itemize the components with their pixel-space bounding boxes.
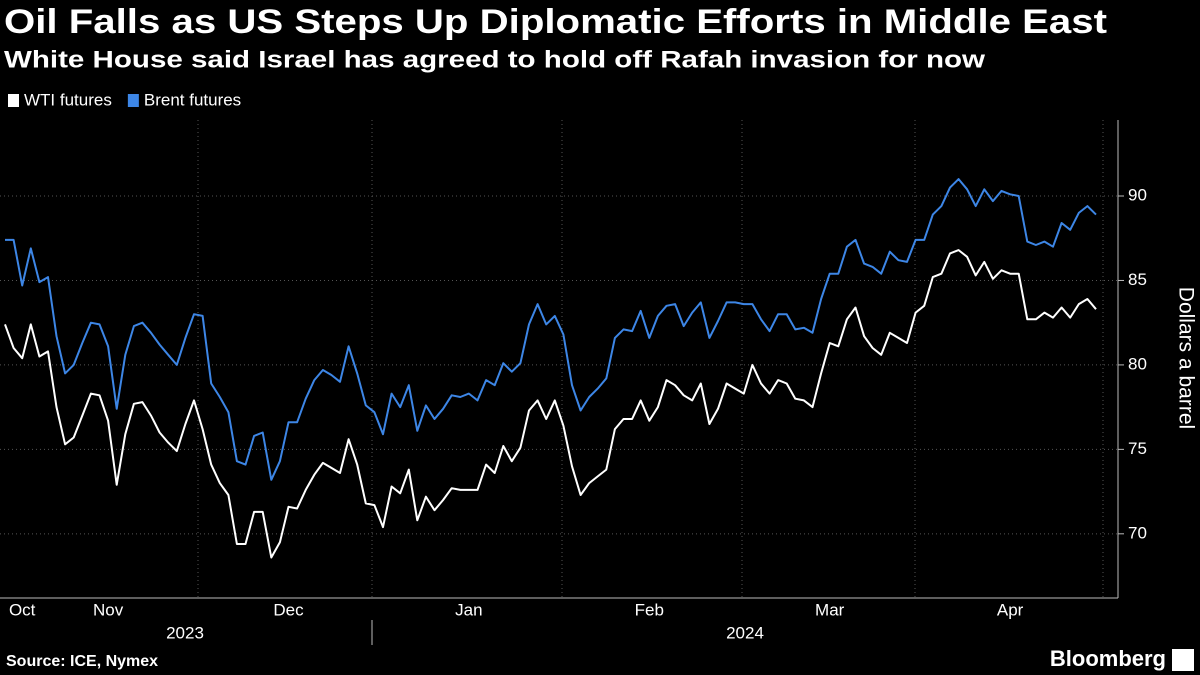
y-tick-label: 80: [1128, 354, 1147, 373]
brand-icon: [1172, 649, 1194, 671]
y-tick-label: 90: [1128, 185, 1147, 204]
chart-title: Oil Falls as US Steps Up Diplomatic Effo…: [4, 3, 1107, 41]
x-tick-label: Oct: [9, 600, 36, 619]
legend-label: WTI futures: [24, 90, 112, 109]
x-tick-label: Dec: [273, 600, 304, 619]
chart-subtitle: White House said Israel has agreed to ho…: [4, 46, 985, 73]
brand: Bloomberg: [1050, 646, 1166, 671]
x-tick-label: Apr: [997, 600, 1024, 619]
x-tick-label: Mar: [815, 600, 845, 619]
line-series: [4, 249, 1097, 559]
year-label: 2024: [726, 623, 764, 642]
legend-swatch: [127, 94, 139, 107]
x-tick-label: Feb: [635, 600, 664, 619]
source: Source: ICE, Nymex: [6, 653, 158, 670]
year-label: 2023: [166, 623, 204, 642]
legend-swatch: [8, 94, 19, 107]
x-tick-label: Jan: [455, 600, 482, 619]
y-tick-label: 75: [1128, 439, 1147, 458]
legend-label: Brent futures: [144, 90, 241, 109]
y-tick-label: 70: [1128, 523, 1147, 542]
y-axis-label: Dollars a barrel: [1174, 287, 1197, 429]
line-series: [5, 178, 1097, 481]
x-tick-label: Nov: [93, 600, 124, 619]
y-tick-label: 85: [1128, 270, 1147, 289]
